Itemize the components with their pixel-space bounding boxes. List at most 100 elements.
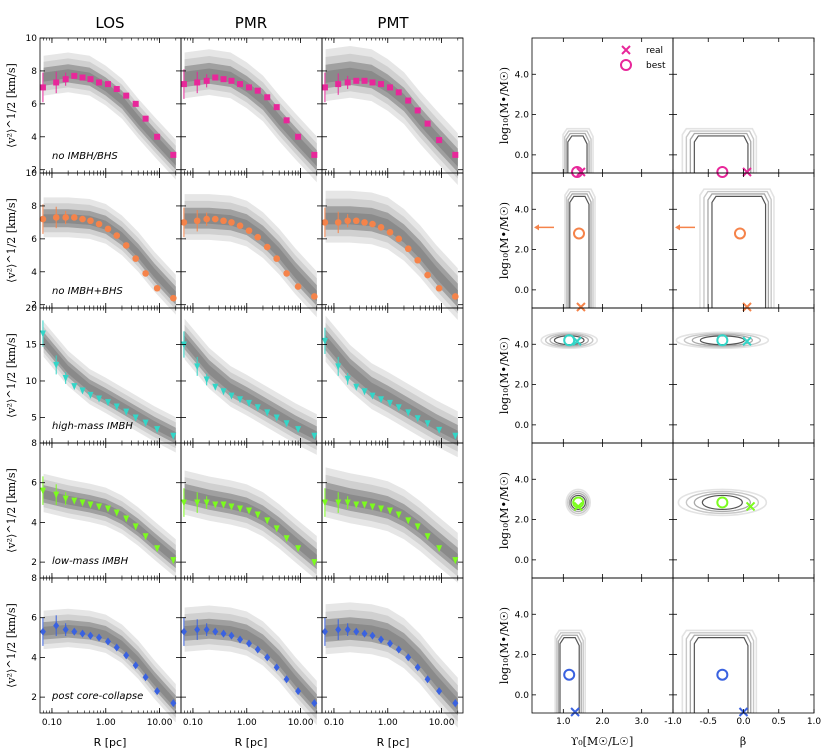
data-point <box>237 396 244 404</box>
row-label: post core-collapse <box>51 691 143 702</box>
data-point <box>404 245 412 253</box>
data-point <box>369 220 376 228</box>
data-point <box>220 388 227 396</box>
y-tick-label: 10 <box>26 34 38 44</box>
y-tick-label: 4.0 <box>515 610 530 620</box>
panel-row1-pmr <box>180 37 323 183</box>
y-axis-label-left: ⟨v²⟩^1/2 [km/s] <box>5 468 18 553</box>
data-point <box>154 133 161 140</box>
data-point <box>283 270 290 277</box>
y-tick-label: 2.0 <box>515 111 530 121</box>
x-axis-labels: R [pc] R [pc] R [pc] ϒ₀[M☉/L☉] β <box>94 735 747 749</box>
y-tick-label: 4 <box>31 133 37 143</box>
x-tick-label: 3.0 <box>635 717 650 727</box>
data-point <box>211 215 219 223</box>
data-point <box>452 557 459 565</box>
y-tick-label: 15 <box>26 340 37 350</box>
data-point <box>87 217 94 225</box>
y-tick-label: 8 <box>31 439 37 449</box>
y-tick-label: 2.0 <box>515 381 530 391</box>
x-label-beta: β <box>740 735 746 748</box>
data-point <box>39 627 46 636</box>
data-point <box>132 255 140 262</box>
x-label-pmt: R [pc] <box>377 736 410 749</box>
y-axis-label-left: ⟨v²⟩^1/2 [km/s] <box>5 198 18 283</box>
data-point <box>62 625 69 634</box>
model-band-2 <box>184 56 317 177</box>
contour-2 <box>563 130 592 173</box>
model-band-2 <box>43 203 176 310</box>
data-point <box>414 256 422 264</box>
data-point <box>132 100 139 107</box>
data-point <box>113 403 120 411</box>
y-tick-label: 2 <box>31 693 37 703</box>
y-tick-label: 4 <box>31 518 37 528</box>
limit-arrow-head <box>675 224 680 231</box>
data-point <box>71 627 78 636</box>
data-point <box>311 293 318 300</box>
data-point <box>79 629 86 638</box>
data-point <box>311 432 318 440</box>
y-tick-label: 0.0 <box>515 691 530 701</box>
row-label: low-mass IMBH <box>52 556 129 567</box>
x-tick-label: 0.10 <box>42 718 62 728</box>
y-axis-label-right: log₁₀(M•/M☉) <box>498 202 511 279</box>
row-label: high-mass IMBH <box>52 421 133 432</box>
contour-2 <box>683 332 762 348</box>
real-value-marker <box>742 302 752 312</box>
x-tick-label: -1.0 <box>664 717 682 727</box>
row-label: no IMBH+BHS <box>52 286 123 297</box>
data-point <box>220 217 227 225</box>
y-tick-label: 0.0 <box>515 286 530 296</box>
data-point <box>424 120 431 127</box>
contour-1 <box>565 488 592 517</box>
data-point <box>424 533 431 541</box>
contour-1 <box>681 629 758 713</box>
x-tick-label: 1.0 <box>807 717 822 727</box>
data-point <box>254 511 261 519</box>
data-point <box>123 651 130 660</box>
data-point <box>154 426 161 434</box>
y-tick-label: 10 <box>26 169 38 179</box>
contour-1 <box>681 127 758 173</box>
data-point <box>452 699 459 708</box>
data-point <box>180 499 187 507</box>
real-value-marker <box>570 707 580 717</box>
data-point <box>361 629 368 638</box>
data-point <box>113 86 120 93</box>
data-point <box>123 92 130 99</box>
data-point <box>414 663 421 672</box>
data-point <box>245 507 252 515</box>
data-point <box>70 214 78 221</box>
real-value-marker <box>576 302 586 312</box>
y-tick-label: 4.0 <box>515 340 530 350</box>
data-point <box>71 72 78 79</box>
data-point <box>386 228 394 236</box>
panel-row4-pmt <box>321 442 464 583</box>
data-point <box>180 341 187 349</box>
data-point <box>414 107 421 114</box>
data-point <box>321 499 328 507</box>
x-tick-label: 1.0 <box>556 717 571 727</box>
model-band-4 <box>325 335 458 442</box>
data-point <box>283 117 290 124</box>
model-band-4 <box>43 489 176 565</box>
data-point <box>123 515 130 523</box>
data-point <box>353 501 360 509</box>
y-tick-label: 6 <box>31 235 37 245</box>
panel-frame <box>531 307 674 444</box>
contour-2 <box>556 632 584 713</box>
data-point <box>294 283 302 290</box>
real-value-marker <box>576 167 586 177</box>
data-point <box>321 84 328 91</box>
data-point <box>395 89 402 96</box>
data-point <box>295 687 302 696</box>
data-point <box>361 77 368 84</box>
data-point <box>273 414 280 422</box>
data-point <box>170 151 177 158</box>
data-point <box>395 404 402 412</box>
y-tick-label: 4 <box>31 268 37 278</box>
x-tick-label: 0.5 <box>772 717 786 727</box>
panel-frame <box>531 172 674 309</box>
